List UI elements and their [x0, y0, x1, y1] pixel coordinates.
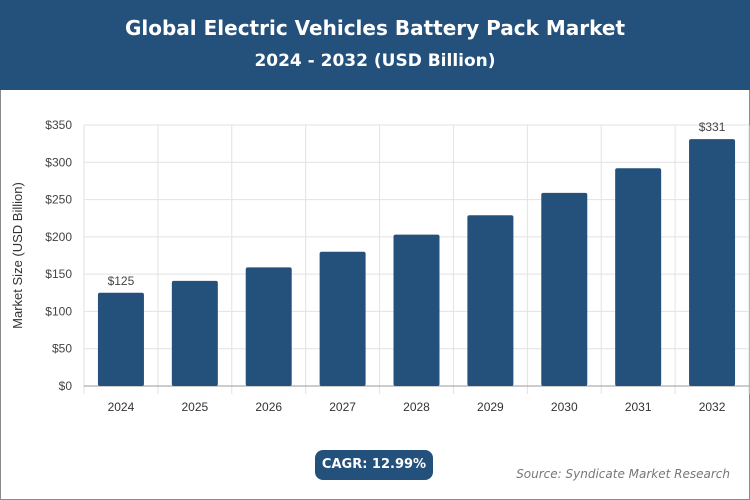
chart-title: Global Electric Vehicles Battery Pack Ma…: [124, 16, 626, 40]
y-tick-label: $50: [52, 342, 72, 356]
x-tick-label: 2031: [625, 400, 652, 414]
y-tick-label: $0: [59, 379, 73, 393]
bar-2026: [245, 267, 292, 386]
y-tick-label: $300: [45, 155, 72, 169]
x-tick-label: 2028: [403, 400, 430, 414]
x-tick-label: 2029: [477, 400, 504, 414]
bar-2031: [615, 168, 662, 386]
x-tick-label: 2032: [699, 400, 726, 414]
x-tick-label: 2030: [551, 400, 578, 414]
y-tick-label: $350: [45, 118, 72, 132]
bar-2029: [467, 215, 514, 386]
chart-subtitle: 2024 - 2032 (USD Billion): [254, 51, 496, 71]
y-tick-label: $200: [45, 230, 72, 244]
bar-2024: [97, 292, 144, 386]
data-label: $125: [108, 274, 135, 288]
bar-2032: [689, 139, 736, 386]
bar-2027: [319, 251, 366, 386]
x-tick-label: 2026: [255, 400, 282, 414]
bar-2028: [393, 234, 440, 386]
y-tick-label: $150: [45, 267, 72, 281]
x-tick-label: 2027: [329, 400, 356, 414]
x-tick-label: 2024: [108, 400, 135, 414]
source-note: Source: Syndicate Market Research: [516, 467, 730, 481]
bar-2025: [171, 280, 218, 386]
bar-2030: [541, 192, 588, 386]
title-banner: Global Electric Vehicles Battery Pack Ma…: [0, 0, 750, 90]
cagr-badge: CAGR: 12.99%: [315, 450, 433, 480]
data-label: $331: [699, 120, 726, 134]
bar-chart: $0 $50 $100 $150 $200 $250 $300 $350 Market Size…: [10, 118, 750, 414]
y-tick-label: $250: [45, 193, 72, 207]
x-tick-label: 2025: [181, 400, 208, 414]
y-tick-label: $100: [45, 304, 72, 318]
y-axis-title: Market Size (USD Billion): [10, 182, 25, 329]
